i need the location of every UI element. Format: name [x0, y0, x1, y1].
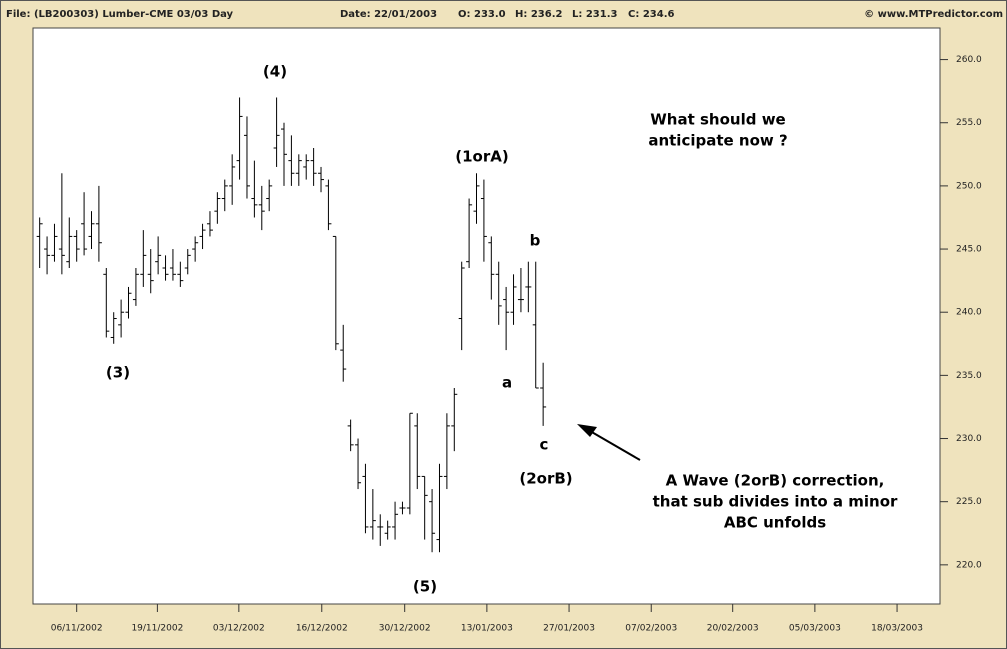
x-tick-label: 19/11/2002: [131, 624, 183, 634]
x-tick-label: 03/12/2002: [213, 624, 265, 634]
x-tick-label: 13/01/2003: [461, 624, 513, 634]
annotation: anticipate now ?: [648, 132, 787, 150]
header-open: O: 233.0: [458, 9, 506, 20]
x-tick-label: 18/03/2003: [871, 624, 923, 634]
header-close: C: 234.6: [628, 9, 674, 20]
annotation: A Wave (2orB) correction,: [666, 472, 885, 490]
y-tick-label: 225.0: [956, 497, 982, 507]
plot-area: [32, 27, 941, 605]
header-low: L: 231.3: [572, 9, 618, 20]
y-tick-label: 220.0: [956, 560, 982, 570]
y-tick-label: 230.0: [956, 434, 982, 444]
annotation: (2orB): [519, 470, 572, 488]
annotation: (5): [413, 578, 437, 596]
x-tick-label: 05/03/2003: [789, 624, 841, 634]
annotation: c: [540, 436, 549, 454]
y-tick-label: 245.0: [956, 245, 982, 255]
y-tick-label: 255.0: [956, 118, 982, 128]
annotation: a: [502, 374, 512, 392]
x-tick-label: 06/11/2002: [51, 624, 103, 634]
header-site: © www.MTPredictor.com: [864, 9, 1003, 20]
header-high: H: 236.2: [515, 9, 563, 20]
annotation: (3): [106, 364, 130, 382]
x-tick-label: 27/01/2003: [543, 624, 595, 634]
x-tick-label: 07/02/2003: [625, 624, 677, 634]
annotation: What should we: [650, 111, 785, 129]
annotation: (4): [263, 63, 287, 81]
x-tick-label: 16/12/2002: [296, 624, 348, 634]
annotation: (1orA): [455, 148, 508, 166]
y-tick-label: 240.0: [956, 308, 982, 318]
x-tick-label: 30/12/2002: [379, 624, 431, 634]
header-date: Date: 22/01/2003: [340, 9, 437, 20]
y-tick-label: 235.0: [956, 371, 982, 381]
arrow: [577, 424, 641, 461]
y-tick-label: 250.0: [956, 181, 982, 191]
y-tick-label: 260.0: [956, 55, 982, 65]
annotation: that sub divides into a minor: [653, 493, 898, 511]
x-tick-label: 20/02/2003: [707, 624, 759, 634]
annotation: ABC unfolds: [724, 514, 826, 532]
annotation: b: [530, 232, 541, 250]
header-file: File: (LB200303) Lumber-CME 03/03 Day: [6, 9, 234, 20]
